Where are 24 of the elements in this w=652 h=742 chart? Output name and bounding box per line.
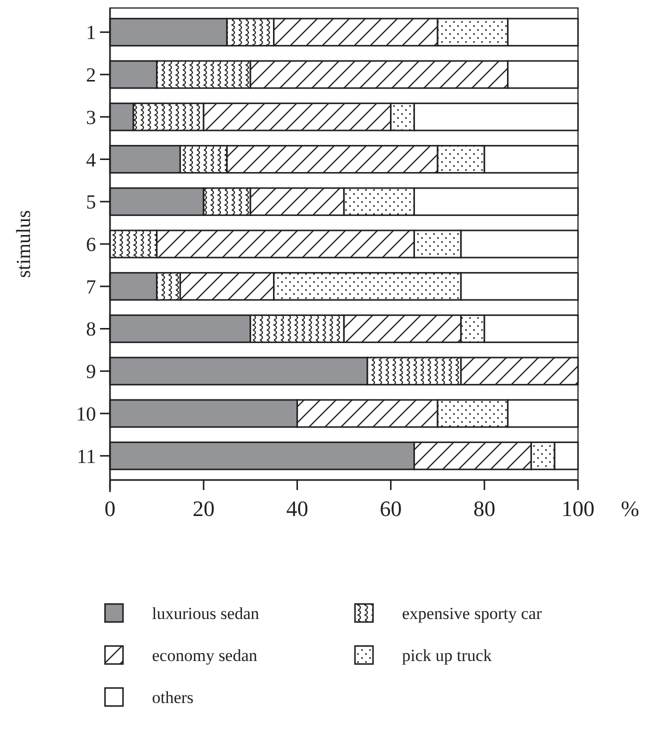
legend-label: pick up truck (402, 646, 492, 665)
y-tick-label: 5 (86, 192, 96, 214)
x-tick-label: 0 (104, 496, 116, 521)
y-tick-label: 8 (86, 318, 96, 341)
y-tick-label: 10 (76, 403, 96, 426)
x-tick-label: 60 (380, 496, 402, 521)
x-tick-label: 100 (562, 496, 594, 521)
legend-label: expensive sporty car (402, 604, 542, 623)
x-axis-title: % (620, 496, 640, 521)
y-tick-label: 9 (86, 361, 96, 384)
y-tick-label: 3 (86, 106, 96, 129)
y-axis-title: stimulus (13, 210, 35, 278)
x-tick-label: 40 (286, 496, 308, 521)
legend-label: luxurious sedan (152, 604, 260, 623)
x-tick-label: 80 (473, 496, 496, 521)
legend-label: others (152, 688, 194, 707)
y-tick-label: 1 (86, 22, 96, 44)
legend-label: economy sedan (152, 646, 258, 665)
y-tick-label: 6 (86, 234, 96, 256)
y-tick-label: 11 (76, 446, 96, 468)
x-tick-label: 20 (192, 496, 215, 521)
y-tick-label: 2 (86, 64, 96, 87)
y-tick-label: 7 (86, 276, 96, 298)
y-tick-label: 4 (86, 149, 96, 172)
